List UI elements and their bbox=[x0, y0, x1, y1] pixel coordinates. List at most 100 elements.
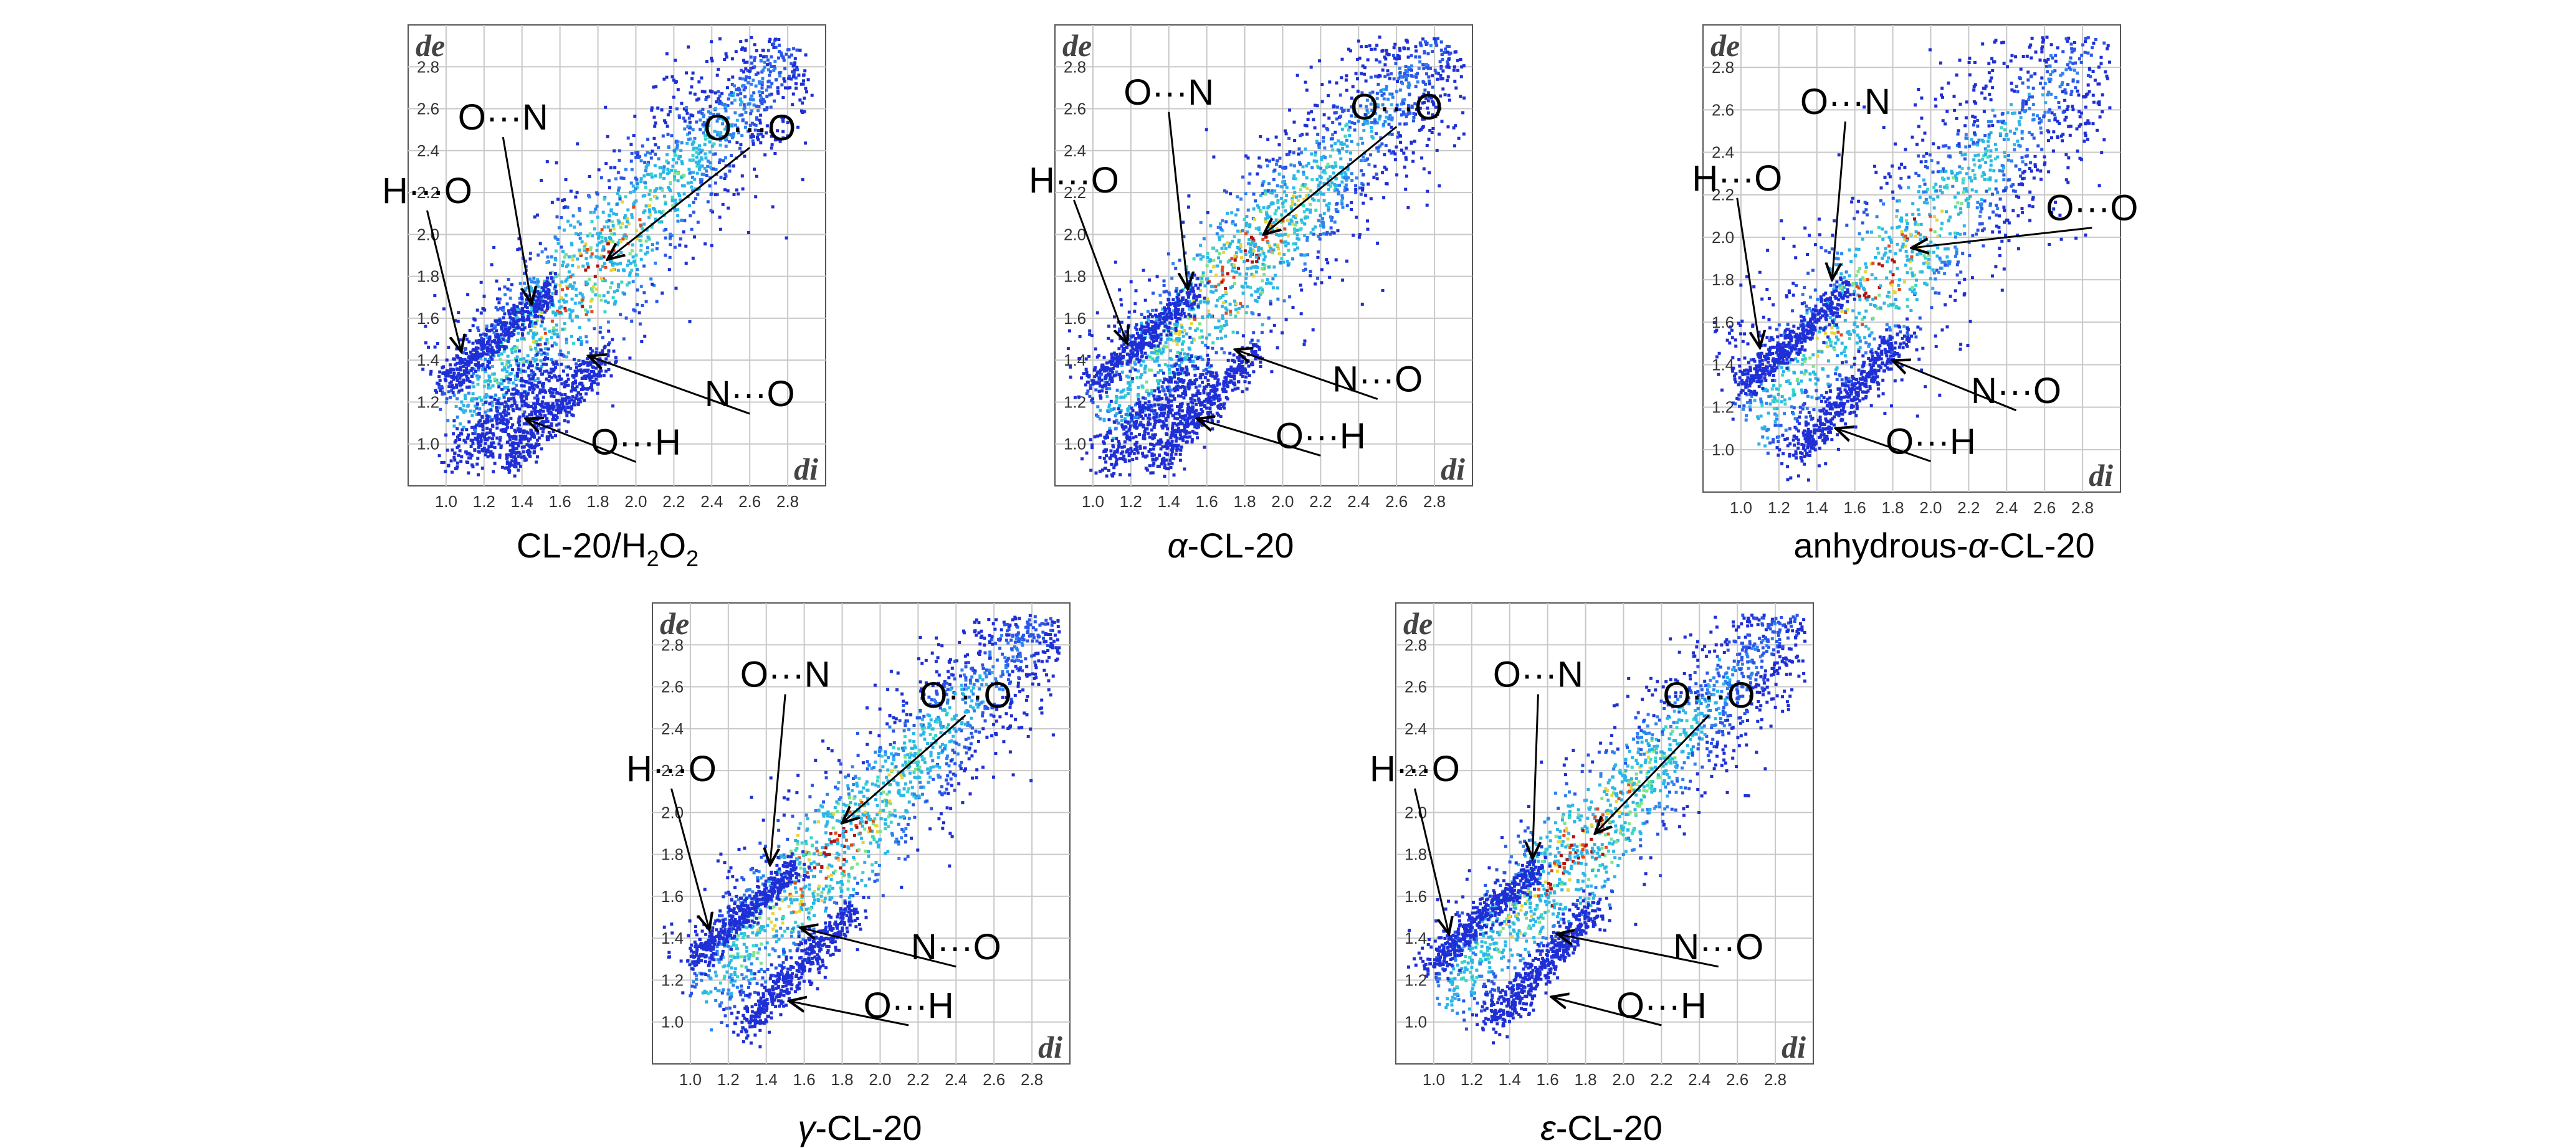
fingerprint-point bbox=[582, 376, 586, 380]
fingerprint-point bbox=[728, 93, 732, 97]
fingerprint-point bbox=[526, 318, 530, 321]
fingerprint-point bbox=[1317, 166, 1320, 169]
fingerprint-point bbox=[624, 237, 628, 240]
fingerprint-point bbox=[630, 213, 634, 217]
fingerprint-point bbox=[1279, 239, 1283, 243]
fingerprint-point bbox=[1158, 293, 1162, 297]
fingerprint-point bbox=[635, 229, 639, 232]
fingerprint-point bbox=[592, 211, 596, 214]
fingerprint-point bbox=[741, 84, 745, 88]
fingerprint-point bbox=[474, 354, 478, 358]
fingerprint-point bbox=[1305, 132, 1309, 136]
fingerprint-point bbox=[517, 444, 520, 448]
fingerprint-point bbox=[618, 221, 621, 224]
fingerprint-point bbox=[666, 168, 670, 171]
fingerprint-point bbox=[1153, 347, 1157, 351]
fingerprint-point bbox=[622, 337, 626, 341]
fingerprint-point bbox=[446, 372, 450, 376]
fingerprint-point bbox=[1286, 242, 1290, 245]
fingerprint-point bbox=[676, 208, 680, 212]
fingerprint-point bbox=[1219, 336, 1223, 340]
x-tick-label: 2.2 bbox=[662, 492, 685, 511]
fingerprint-point bbox=[532, 383, 535, 387]
fingerprint-point bbox=[501, 322, 505, 326]
fingerprint-point bbox=[774, 45, 778, 49]
fingerprint-panel: 1.0 1.2 1.4 1.6 1.8 2.0 2.2 2.4 2.6 2.81.01.21.41… bbox=[382, 24, 826, 571]
fingerprint-point bbox=[1378, 60, 1381, 64]
fingerprint-point bbox=[707, 121, 710, 125]
fingerprint-point bbox=[569, 189, 573, 193]
fingerprint-point bbox=[1155, 395, 1159, 399]
fingerprint-point bbox=[747, 102, 750, 106]
fingerprint-point bbox=[530, 443, 533, 447]
fingerprint-point bbox=[1353, 121, 1357, 125]
fingerprint-point bbox=[1208, 365, 1211, 369]
fingerprint-point bbox=[1169, 338, 1173, 341]
fingerprint-point bbox=[567, 255, 571, 259]
fingerprint-point bbox=[539, 413, 543, 417]
fingerprint-point bbox=[506, 287, 510, 291]
fingerprint-point bbox=[629, 262, 632, 265]
fingerprint-point bbox=[522, 363, 525, 367]
fingerprint-point bbox=[506, 425, 510, 429]
fingerprint-point bbox=[513, 402, 517, 406]
fingerprint-point bbox=[487, 445, 491, 448]
fingerprint-point bbox=[743, 60, 747, 64]
fingerprint-point bbox=[438, 379, 442, 382]
y-tick-label: 1.0 bbox=[1064, 435, 1086, 453]
fingerprint-point bbox=[1114, 427, 1117, 431]
fingerprint-point bbox=[629, 181, 633, 185]
x-tick-label: 2.2 bbox=[1309, 492, 1332, 511]
fingerprint-point bbox=[456, 461, 459, 465]
fingerprint-point bbox=[1224, 311, 1228, 315]
fingerprint-point bbox=[512, 303, 516, 307]
fingerprint-point bbox=[1459, 75, 1463, 78]
fingerprint-point bbox=[1385, 85, 1388, 88]
fingerprint-point bbox=[506, 453, 510, 457]
fingerprint-point bbox=[490, 351, 494, 354]
fingerprint-point bbox=[1226, 260, 1230, 264]
fingerprint-point bbox=[1257, 313, 1261, 316]
fingerprint-point bbox=[1429, 67, 1432, 70]
fingerprint-point bbox=[1340, 76, 1343, 80]
fingerprint-point bbox=[1363, 118, 1367, 122]
fingerprint-point bbox=[1355, 57, 1359, 61]
fingerprint-point bbox=[1223, 324, 1226, 328]
fingerprint-point bbox=[1240, 285, 1244, 288]
fingerprint-point bbox=[491, 372, 495, 376]
fingerprint-point bbox=[1375, 173, 1378, 176]
fingerprint-point bbox=[1419, 42, 1423, 46]
fingerprint-point bbox=[1120, 396, 1123, 399]
fingerprint-point bbox=[561, 250, 565, 254]
fingerprint-point bbox=[1098, 379, 1102, 382]
fingerprint-point bbox=[704, 98, 708, 102]
fingerprint-point bbox=[1274, 135, 1278, 139]
fingerprint-point bbox=[697, 110, 700, 114]
fingerprint-point bbox=[437, 386, 441, 389]
fingerprint-point bbox=[639, 223, 642, 227]
fingerprint-point bbox=[661, 170, 665, 174]
fingerprint-point bbox=[767, 68, 770, 72]
fingerprint-point bbox=[1145, 321, 1148, 325]
fingerprint-point bbox=[1254, 199, 1257, 203]
fingerprint-point bbox=[1194, 355, 1198, 359]
fingerprint-point bbox=[766, 58, 770, 62]
fingerprint-point bbox=[1305, 208, 1309, 212]
fingerprint-point bbox=[686, 181, 690, 185]
fingerprint-point bbox=[614, 300, 618, 303]
fingerprint-point bbox=[589, 248, 593, 252]
fingerprint-point bbox=[696, 192, 700, 196]
fingerprint-point bbox=[717, 67, 720, 71]
fingerprint-point bbox=[1147, 368, 1151, 372]
fingerprint-point bbox=[1399, 140, 1402, 144]
fingerprint-point bbox=[530, 382, 533, 385]
fingerprint-point bbox=[1330, 230, 1334, 234]
fingerprint-point bbox=[1319, 214, 1322, 217]
fingerprint-point bbox=[1133, 310, 1137, 313]
fingerprint-point bbox=[1119, 409, 1123, 412]
fingerprint-point bbox=[1185, 332, 1188, 336]
fingerprint-point bbox=[1190, 341, 1194, 344]
fingerprint-point bbox=[491, 384, 495, 388]
fingerprint-point bbox=[538, 380, 541, 384]
fingerprint-point bbox=[454, 405, 458, 408]
